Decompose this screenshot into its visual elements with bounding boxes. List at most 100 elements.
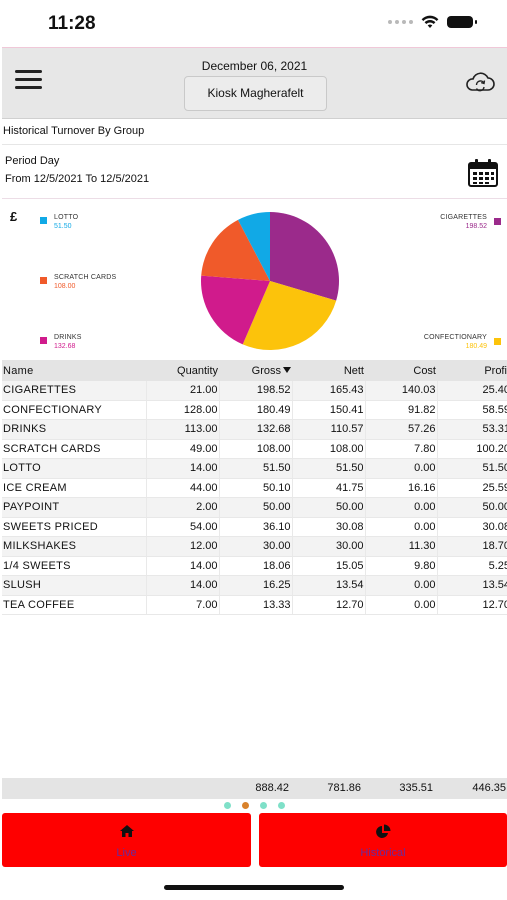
page-dot[interactable] xyxy=(224,802,231,809)
cell-quantity: 14.00 xyxy=(145,458,219,479)
table-row[interactable]: MILKSHAKES 12.00 30.00 30.00 11.30 18.70 xyxy=(2,536,507,557)
pie-chart-icon xyxy=(376,824,391,838)
cell-nett: 12.70 xyxy=(291,595,365,615)
cell-profit: 25.40 xyxy=(436,381,507,401)
turnover-table: Name Quantity Gross Nett Cost Profit CIG… xyxy=(2,360,507,615)
cell-gross: 36.10 xyxy=(218,517,292,537)
cell-name: CONFECTIONARY xyxy=(2,400,146,420)
table-row[interactable]: 1/4 SWEETS 14.00 18.06 15.05 9.80 5.25 xyxy=(2,556,507,576)
legend-value: 51.50 xyxy=(54,223,72,230)
cloud-sync-icon[interactable] xyxy=(463,68,497,98)
column-header-name[interactable]: Name xyxy=(2,360,146,381)
cell-quantity: 128.00 xyxy=(145,400,219,420)
column-header-gross[interactable]: Gross xyxy=(219,360,292,381)
table-row[interactable]: ICE CREAM 44.00 50.10 41.75 16.16 25.59 xyxy=(2,478,507,498)
currency-symbol: £ xyxy=(10,209,18,224)
calendar-icon[interactable] xyxy=(467,158,499,188)
cell-name: 1/4 SWEETS xyxy=(2,556,146,576)
table-row[interactable]: SWEETS PRICED 54.00 36.10 30.08 0.00 30.08 xyxy=(2,517,507,537)
live-tab-button[interactable]: Live xyxy=(2,813,251,867)
cell-gross: 108.00 xyxy=(218,439,292,459)
cell-name: CIGARETTES xyxy=(2,381,146,401)
historical-tab-button[interactable]: Historical xyxy=(259,813,507,867)
cell-profit: 25.59 xyxy=(436,478,507,498)
legend-swatch-cigarettes xyxy=(494,218,501,225)
page-dot-active[interactable] xyxy=(242,802,249,809)
page-indicator xyxy=(0,802,507,810)
cell-nett: 13.54 xyxy=(291,575,365,596)
table-row[interactable]: CONFECTIONARY 128.00 180.49 150.41 91.82 58.5… xyxy=(2,400,507,420)
cell-cost: 0.00 xyxy=(364,575,437,596)
cell-nett: 110.57 xyxy=(291,419,365,440)
legend-label: DRINKS xyxy=(54,334,82,341)
pie-slice-confectionary[interactable] xyxy=(242,281,337,350)
pie-slice-lotto[interactable] xyxy=(238,212,270,281)
pie-slice-drinks[interactable] xyxy=(201,275,270,345)
pie-slice-scratch-cards[interactable] xyxy=(201,219,270,281)
period-range: From 12/5/2021 To 12/5/2021 xyxy=(5,173,150,185)
cell-gross: 132.68 xyxy=(218,419,292,440)
battery-icon xyxy=(447,16,477,28)
table-row[interactable]: SCRATCH CARDS 49.00 108.00 108.00 7.80 100.20 xyxy=(2,439,507,459)
legend-label: SCRATCH CARDS xyxy=(54,274,117,281)
cell-cost: 57.26 xyxy=(364,419,437,440)
cell-quantity: 21.00 xyxy=(145,381,219,401)
page-dot[interactable] xyxy=(278,802,285,809)
live-tab-label: Live xyxy=(116,847,137,859)
legend-drinks: DRINKS 132.68 xyxy=(40,333,82,351)
cell-gross: 30.00 xyxy=(218,536,292,557)
pie-slice-cigarettes[interactable] xyxy=(270,212,339,301)
cell-nett: 51.50 xyxy=(291,458,365,479)
cell-profit: 51.50 xyxy=(436,458,507,479)
table-row[interactable]: CIGARETTES 21.00 198.52 165.43 140.03 25.40 xyxy=(2,381,507,401)
cell-name: SWEETS PRICED xyxy=(2,517,146,537)
cell-nett: 150.41 xyxy=(291,400,365,420)
store-selector-button[interactable]: Kiosk Magherafelt xyxy=(184,76,327,111)
legend-swatch-lotto xyxy=(40,217,47,224)
column-header-cost[interactable]: Cost xyxy=(365,360,437,381)
cell-nett: 41.75 xyxy=(291,478,365,498)
cell-cost: 16.16 xyxy=(364,478,437,498)
status-time: 11:28 xyxy=(48,13,96,34)
total-profit: 446.35 xyxy=(472,782,506,794)
totals-row: 888.42 781.86 335.51 446.35 xyxy=(2,778,507,799)
cell-profit: 5.25 xyxy=(436,556,507,576)
table-row[interactable]: SLUSH 14.00 16.25 13.54 0.00 13.54 xyxy=(2,575,507,596)
cell-name: SLUSH xyxy=(2,575,146,596)
cell-profit: 100.20 xyxy=(436,439,507,459)
cell-profit: 53.31 xyxy=(436,419,507,440)
period-panel: Period Day From 12/5/2021 To 12/5/2021 xyxy=(2,146,507,199)
cell-quantity: 2.00 xyxy=(145,497,219,518)
column-header-profit[interactable]: Profit xyxy=(437,360,507,381)
menu-icon[interactable] xyxy=(15,70,42,90)
table-row[interactable]: DRINKS 113.00 132.68 110.57 57.26 53.31 xyxy=(2,419,507,440)
cell-cost: 0.00 xyxy=(364,517,437,537)
cell-profit: 12.70 xyxy=(436,595,507,615)
column-header-quantity[interactable]: Quantity xyxy=(146,360,219,381)
app-header: December 06, 2021 Kiosk Magherafelt xyxy=(2,47,507,119)
total-gross: 888.42 xyxy=(255,782,289,794)
legend-value: 108.00 xyxy=(54,283,76,290)
pie-chart: £ LOTTO 51.50 SCRATCH CARDS 108.00 DRINK… xyxy=(0,203,507,359)
cell-nett: 30.08 xyxy=(291,517,365,537)
cell-gross: 180.49 xyxy=(218,400,292,420)
cell-name: MILKSHAKES xyxy=(2,536,146,557)
cell-nett: 50.00 xyxy=(291,497,365,518)
cell-quantity: 14.00 xyxy=(145,556,219,576)
total-cost: 335.51 xyxy=(399,782,433,794)
cell-gross: 13.33 xyxy=(218,595,292,615)
cell-cost: 0.00 xyxy=(364,595,437,615)
page-dot[interactable] xyxy=(260,802,267,809)
cell-quantity: 54.00 xyxy=(145,517,219,537)
legend-value: 180.49 xyxy=(465,343,487,350)
table-row[interactable]: LOTTO 14.00 51.50 51.50 0.00 51.50 xyxy=(2,458,507,479)
signal-icon xyxy=(388,20,413,24)
column-header-nett[interactable]: Nett xyxy=(292,360,365,381)
table-row[interactable]: PAYPOINT 2.00 50.00 50.00 0.00 50.00 xyxy=(2,497,507,518)
cell-nett: 15.05 xyxy=(291,556,365,576)
legend-label: CIGARETTES xyxy=(440,214,487,221)
cell-quantity: 44.00 xyxy=(145,478,219,498)
table-row[interactable]: TEA COFFEE 7.00 13.33 12.70 0.00 12.70 xyxy=(2,595,507,615)
legend-value: 198.52 xyxy=(465,223,487,230)
section-title: Historical Turnover By Group xyxy=(2,120,507,145)
